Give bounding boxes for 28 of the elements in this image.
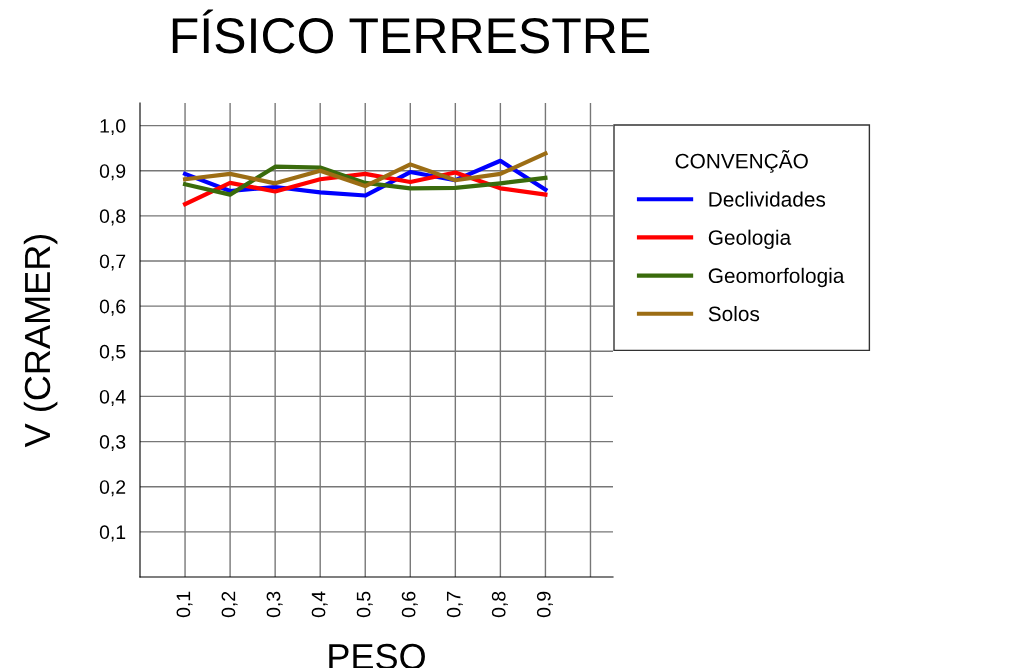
legend-label: Declividades — [709, 191, 826, 207]
legend-label: Geologia — [708, 229, 792, 250]
y-tick-label: 0,3 — [99, 435, 126, 452]
x-tick-label: 0,8 — [491, 591, 508, 618]
legend-label: Solos — [708, 305, 760, 322]
y-tick-label: 0,2 — [99, 480, 126, 497]
x-tick-label: 0,3 — [266, 591, 283, 618]
y-tick-label: 0,1 — [99, 525, 126, 542]
y-tick-label: 0,7 — [99, 254, 126, 271]
x-tick-label: 0,5 — [356, 591, 373, 618]
y-tick-label: 0,5 — [99, 344, 126, 361]
legend-label: Geomorfologia — [708, 267, 845, 288]
x-tick-label: 0,9 — [536, 591, 553, 618]
x-tick-label: 0,4 — [311, 591, 328, 618]
y-tick-label: 0,8 — [99, 209, 126, 226]
x-tick-label: 0,7 — [446, 591, 463, 618]
line-series — [182, 151, 548, 189]
y-tick-label: 1,0 — [100, 119, 126, 136]
line-series — [182, 164, 548, 197]
y-tick-label: 0,4 — [99, 389, 126, 406]
legend-title: CONVENÇÃO — [675, 150, 808, 173]
x-tick-label: 0,1 — [176, 591, 193, 618]
y-tick-label: 0,6 — [99, 299, 126, 316]
x-tick-label: 0,6 — [401, 591, 418, 618]
y-tick-label: 0,9 — [99, 164, 126, 181]
chart-title: FÍSICO TERRESTRE — [172, 9, 650, 54]
x-tick-label: 0,2 — [221, 591, 238, 618]
y-axis-title: V (CRAMER) — [23, 234, 58, 448]
